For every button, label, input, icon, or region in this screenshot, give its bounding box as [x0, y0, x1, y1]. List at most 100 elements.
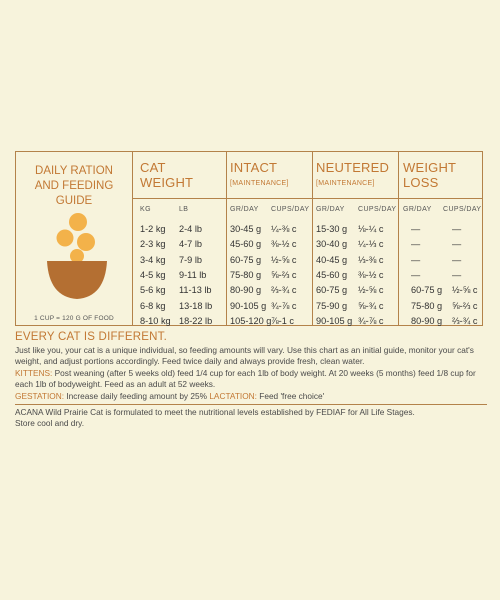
table-cell: 30-45 g — [230, 224, 262, 234]
food-bowl-icon — [47, 213, 107, 299]
table-cell: ½-⅝ c — [358, 285, 384, 296]
table-cell: ⅝-⅔ c — [271, 269, 297, 280]
table-cell: 11-13 lb — [179, 285, 212, 296]
table-cell: 60-75 g — [316, 285, 348, 296]
kittens-text: Post weaning (after 5 weeks old) feed 1/… — [15, 367, 476, 390]
table-cell: 75-80 g — [230, 269, 262, 280]
divider — [398, 152, 399, 325]
gestation-note: GESTATION: Increase daily feeding amount… — [15, 391, 487, 402]
section-title: INTACT — [230, 160, 278, 175]
table-cell: 75-80 g — [411, 300, 443, 311]
section-title: WEIGHT — [140, 175, 194, 190]
table-cell: 45-60 g — [316, 269, 348, 280]
divider — [132, 152, 133, 325]
table-cell: 3-4 kg — [140, 254, 166, 265]
table-cell: ¼-⅜ c — [271, 224, 297, 234]
table-cell: 4-5 kg — [140, 269, 166, 280]
table-cell: — — [411, 254, 421, 265]
gestation-text: Increase daily feeding amount by 25% — [64, 390, 207, 401]
table-cell: — — [452, 224, 462, 234]
formulation-note: ACANA Wild Prairie Cat is formulated to … — [15, 407, 415, 418]
column-header: CUPS/DAY — [271, 206, 310, 213]
separator — [15, 404, 487, 406]
section-title: WEIGHT — [403, 160, 457, 175]
table-cell: ¾-⅞ c — [358, 315, 384, 326]
divider — [312, 152, 313, 325]
table-cell: 1-2 kg — [140, 224, 166, 234]
table-cell: ⅜-½ c — [271, 239, 297, 250]
kittens-label: KITTENS: — [15, 367, 53, 378]
table-cell: 80-90 g — [230, 285, 262, 296]
section-intact: INTACT — [230, 160, 277, 175]
table-cell: 9-11 lb — [179, 269, 207, 280]
table-cell: 45-60 g — [230, 239, 262, 250]
table-cell: ¾-⅞ c — [271, 300, 297, 311]
storage-note: Store cool and dry. — [15, 418, 85, 429]
gestation-label: GESTATION: — [15, 390, 65, 401]
info-heading: EVERY CAT IS DIFFERENT. — [15, 331, 168, 343]
feeding-guide-title-line2: AND FEEDING GUIDE — [34, 180, 114, 207]
table-cell: ⅓-⅜ c — [358, 254, 384, 265]
lactation-text: Feed 'free choice' — [256, 390, 325, 401]
table-cell: 90-105 g — [230, 300, 267, 311]
table-cell: — — [411, 269, 421, 280]
table-cell: — — [411, 224, 421, 234]
divider — [226, 152, 227, 325]
table-cell: 80-90 g — [411, 315, 443, 326]
table-cell: 40-45 g — [316, 254, 348, 265]
table-cell: 5-6 kg — [140, 285, 166, 296]
table-cell: 8-10 kg — [140, 315, 171, 326]
column-header: GR/DAY — [403, 206, 432, 213]
column-header: GR/DAY — [316, 206, 345, 213]
table-cell: — — [452, 254, 462, 265]
table-cell: ½-⅝ c — [452, 285, 478, 296]
table-cell: 6-8 kg — [140, 300, 166, 311]
table-cell: 60-75 g — [230, 254, 262, 265]
lactation-label: LACTATION: — [209, 390, 257, 401]
column-header: KG — [140, 206, 151, 213]
section-title: LOSS — [403, 175, 439, 190]
section-subtitle: [MAINTENANCE] — [316, 180, 375, 187]
table-cell: 105-120 g — [230, 315, 272, 326]
table-cell: — — [411, 239, 421, 250]
table-cell: 2-3 kg — [140, 239, 166, 250]
table-cell: 90-105 g — [316, 315, 353, 326]
table-cell: — — [452, 239, 462, 250]
section-title: CAT — [140, 160, 166, 175]
table-cell: 15-30 g — [316, 224, 348, 234]
section-neutered: NEUTERED — [316, 160, 389, 175]
column-header: LB — [179, 206, 189, 213]
feeding-guide-title: DAILY RATION AND FEEDING GUIDE — [16, 164, 132, 209]
table-cell: ¼-⅓ c — [358, 239, 384, 250]
section-cat-weight: CAT WEIGHT — [140, 160, 193, 190]
table-cell: 2-4 lb — [179, 224, 202, 234]
table-cell: 60-75 g — [411, 285, 443, 296]
kittens-note: KITTENS: Post weaning (after 5 weeks old… — [15, 368, 487, 391]
column-header: CUPS/DAY — [358, 206, 397, 213]
table-cell: 30-40 g — [316, 239, 348, 250]
table-cell: ½-⅝ c — [271, 254, 297, 265]
column-header: CUPS/DAY — [443, 206, 482, 213]
table-cell: 18-22 lb — [179, 315, 213, 326]
table-cell: ⅞-1 c — [271, 315, 294, 326]
table-cell: 7-9 lb — [179, 254, 202, 265]
table-cell: ⅝-⅔ c — [452, 300, 478, 311]
table-cell: ⅜-½ c — [358, 269, 384, 280]
table-cell: ⅝-¾ c — [358, 300, 384, 311]
table-cell: ⅔-¾ c — [271, 285, 297, 296]
section-title: NEUTERED — [316, 160, 390, 175]
table-cell: — — [452, 269, 462, 280]
info-intro: Just like you, your cat is a unique indi… — [15, 345, 474, 367]
section-weight-loss: WEIGHT LOSS — [403, 160, 456, 190]
table-cell: 13-18 lb — [179, 300, 213, 311]
table-cell: ⅛-¼ c — [358, 224, 384, 234]
table-cell: ⅔-¾ c — [452, 315, 478, 326]
feeding-info: EVERY CAT IS DIFFERENT. Just like you, y… — [15, 330, 487, 430]
section-subtitle: [MAINTENANCE] — [230, 180, 289, 187]
column-header: GR/DAY — [230, 206, 259, 213]
cup-conversion-note: 1 CUP = 120 G OF FOOD — [34, 315, 114, 322]
feeding-guide-title-line1: DAILY RATION — [35, 165, 113, 177]
table-cell: 75-90 g — [316, 300, 348, 311]
header-divider — [132, 198, 482, 199]
table-cell: 4-7 lb — [179, 239, 202, 250]
